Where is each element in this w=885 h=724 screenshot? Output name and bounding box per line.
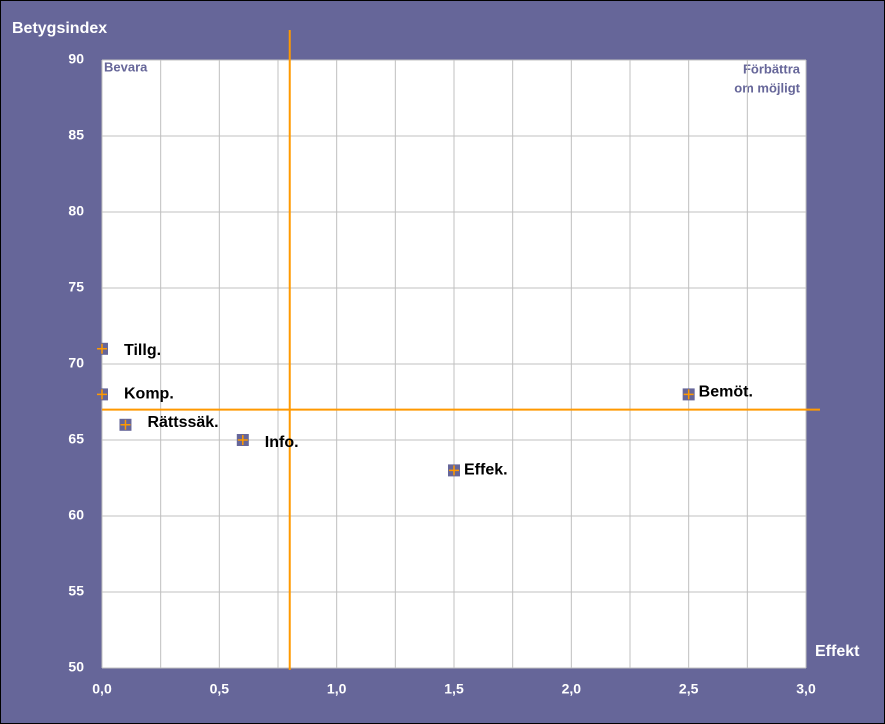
y-tick-label: 85 <box>68 127 84 143</box>
data-point <box>96 388 108 401</box>
marker-cross <box>97 343 107 354</box>
y-tick-label: 75 <box>68 279 84 295</box>
marker-cross <box>683 389 694 400</box>
marker-cross <box>449 465 459 476</box>
y-tick-label: 65 <box>68 431 84 447</box>
quadrant-label: om möjligt <box>734 80 800 95</box>
x-tick-label: 0,5 <box>210 681 230 697</box>
y-tick-label: 90 <box>68 51 84 67</box>
marker-cross <box>97 389 107 400</box>
quadrant-label: Bevara <box>104 59 148 74</box>
x-tick-label: 0,0 <box>92 681 112 697</box>
marker-cross <box>120 419 131 430</box>
point-label: Komp. <box>124 386 174 403</box>
point-label: Tillg. <box>124 342 161 359</box>
y-axis-label: Betygsindex <box>12 20 107 37</box>
y-tick-label: 70 <box>68 355 84 371</box>
quadrant-label: Förbättra <box>743 61 801 76</box>
x-tick-label: 2,5 <box>679 681 699 697</box>
data-point <box>96 342 108 355</box>
y-tick-label: 60 <box>68 507 84 523</box>
x-axis-label: Effekt <box>815 643 860 660</box>
y-tick-label: 80 <box>68 203 84 219</box>
data-point <box>448 464 460 477</box>
x-tick-label: 3,0 <box>796 681 816 697</box>
data-point <box>119 418 132 431</box>
x-tick-label: 1,5 <box>444 681 464 697</box>
y-tick-label: 55 <box>68 583 84 599</box>
x-tick-label: 2,0 <box>562 681 582 697</box>
data-point <box>236 434 249 446</box>
y-tick-label: 50 <box>68 659 84 675</box>
point-label: Info. <box>265 434 299 451</box>
point-label: Bemöt. <box>699 384 753 401</box>
marker-cross <box>237 435 248 445</box>
data-point <box>682 388 695 401</box>
x-tick-label: 1,0 <box>327 681 347 697</box>
point-label: Rättssäk. <box>147 414 218 431</box>
point-label: Effek. <box>464 462 508 479</box>
